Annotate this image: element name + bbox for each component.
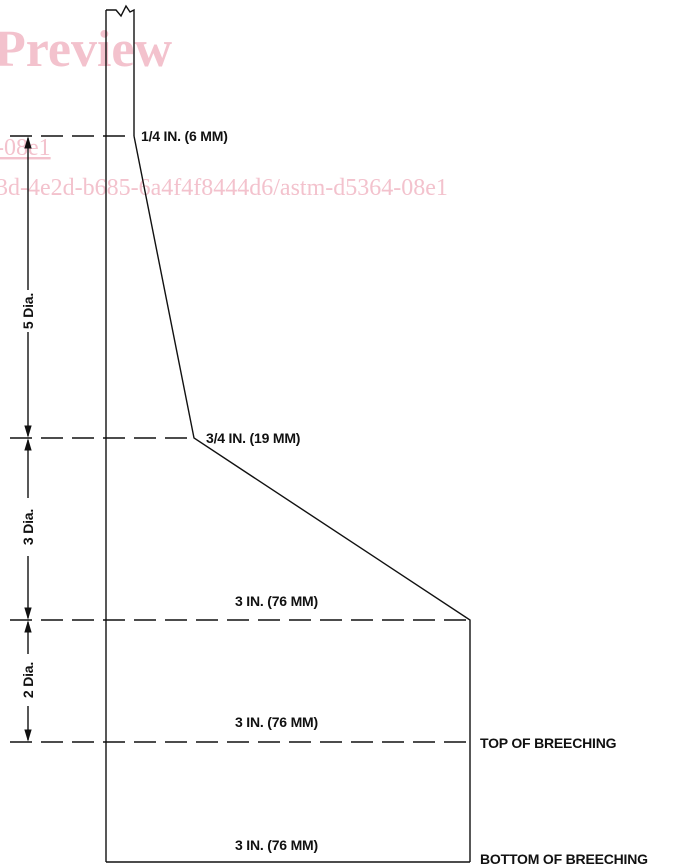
arrow-5dia-top (24, 136, 32, 149)
arrow-5dia-bottom (24, 425, 32, 438)
arrow-2dia-bottom (24, 729, 32, 742)
liner-inner-profile (133, 135, 471, 862)
dim-label-5-dia: 5 Dia. (20, 293, 36, 329)
arrow-2dia-top (24, 620, 32, 633)
thickness-label-breech-bottom: 3 IN. (76 MM) (235, 837, 318, 853)
thickness-label-mid: 3/4 IN. (19 MM) (206, 430, 300, 446)
watermark-preview-text: Preview (0, 21, 173, 78)
break-mark-and-top-wall (106, 4, 135, 136)
bottom-of-breeching-label: BOTTOM OF BREECHING (480, 851, 648, 867)
dimension-arrowheads (24, 136, 32, 742)
thickness-label-top: 1/4 IN. (6 MM) (141, 128, 228, 144)
thickness-label-flare: 3 IN. (76 MM) (235, 593, 318, 609)
thickness-label-breech-top: 3 IN. (76 MM) (235, 714, 318, 730)
dim-label-3-dia: 3 Dia. (20, 509, 36, 545)
dim-label-2-dia: 2 Dia. (20, 662, 36, 698)
top-of-breeching-label: TOP OF BREECHING (480, 735, 617, 751)
arrow-3dia-top (24, 438, 32, 451)
arrow-3dia-bottom (24, 607, 32, 620)
watermark-url-text: 3d-4e2d-b685-6a4f4f8444d6/astm-d5364-08e… (0, 175, 448, 201)
watermark: Preview -08e1 3d-4e2d-b685-6a4f4f8444d6/… (0, 21, 448, 201)
